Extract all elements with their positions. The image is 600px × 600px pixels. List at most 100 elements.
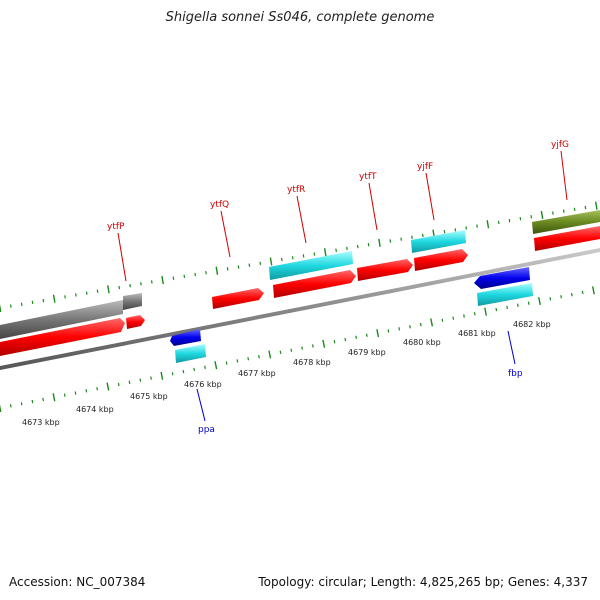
tick-mark — [367, 242, 370, 247]
tick-mark — [205, 270, 207, 275]
tick-mark — [312, 344, 314, 348]
label-leader-ytfR — [296, 195, 307, 244]
gene-red-yjfG — [534, 226, 600, 251]
tick-mark — [160, 371, 164, 380]
tick-mark — [508, 218, 511, 223]
tick-mark — [52, 294, 56, 303]
tick-mark — [85, 389, 88, 393]
tick-mark — [421, 233, 424, 238]
tick-mark — [236, 359, 239, 363]
tick-mark — [346, 246, 348, 251]
gene-label-yjfF: yjfF — [417, 162, 433, 172]
tick-mark — [10, 304, 12, 308]
tick-mark — [355, 335, 357, 340]
tick-mark — [140, 282, 142, 286]
tick-mark — [454, 228, 457, 232]
tick-mark — [333, 339, 336, 344]
tick-mark — [376, 329, 380, 338]
gene-olive-yjfG — [532, 210, 600, 234]
reverse-gene-labels — [196, 330, 516, 422]
tick-mark — [560, 295, 562, 299]
tick-mark — [259, 261, 262, 266]
tick-mark — [139, 378, 142, 382]
gene-label-ppa: ppa — [198, 425, 215, 435]
tick-mark — [365, 333, 368, 337]
tick-mark — [20, 302, 23, 307]
gene-red-ytfP — [126, 315, 145, 329]
gene-red-yjfF — [414, 249, 468, 271]
gene-features — [0, 210, 600, 363]
tick-mark — [506, 305, 508, 310]
tick-mark — [335, 248, 337, 253]
tick-mark — [411, 235, 413, 239]
tick-mark — [419, 322, 422, 327]
tick-mark — [172, 276, 175, 280]
gene-label-ytfT: ytfT — [359, 172, 377, 182]
tick-mark — [281, 257, 283, 262]
tick-mark — [313, 252, 316, 256]
tick-mark — [465, 226, 468, 230]
tick-mark — [225, 361, 228, 365]
gene-gray-left — [0, 300, 123, 339]
gene-red-ytfR — [273, 270, 356, 298]
tick-mark — [63, 393, 66, 397]
tick-mark — [0, 304, 2, 313]
inner-tick-track — [0, 286, 595, 413]
genome-stats-text: Topology: circular; Length: 4,825,265 bp… — [258, 575, 588, 589]
tick-mark — [226, 267, 229, 271]
tick-mark — [443, 229, 446, 234]
tick-mark — [302, 254, 305, 258]
tick-mark — [9, 404, 12, 408]
tick-mark — [64, 295, 66, 299]
tick-mark — [344, 337, 347, 342]
gene-cyan-ytfR — [269, 251, 353, 280]
scale-label: 4673 kbp — [22, 418, 60, 427]
tick-mark — [182, 369, 185, 374]
tick-mark — [161, 275, 164, 285]
tick-mark — [495, 307, 498, 312]
tick-mark — [215, 266, 219, 275]
gene-label-ytfP: ytfP — [107, 222, 125, 232]
tick-mark — [527, 301, 530, 305]
tick-mark — [562, 209, 565, 213]
label-leader-ytfQ — [220, 210, 231, 258]
tick-mark — [258, 354, 260, 359]
scale-label: 4678 kbp — [293, 358, 331, 367]
label-leader-yjfF — [425, 172, 435, 221]
tick-mark — [484, 307, 487, 316]
tick-mark — [117, 382, 120, 387]
tick-mark — [194, 272, 196, 277]
tick-mark — [322, 339, 326, 348]
tick-mark — [96, 387, 98, 391]
tick-mark — [129, 283, 131, 288]
tick-mark — [430, 318, 434, 327]
label-leader-yjfG — [560, 150, 568, 201]
tick-mark — [96, 289, 99, 293]
tick-mark — [290, 348, 293, 352]
gene-red-left — [0, 318, 125, 356]
gene-red-ytfQ — [212, 288, 264, 309]
accession-text: Accession: NC_007384 — [9, 575, 146, 589]
tick-mark — [214, 361, 218, 370]
tick-mark — [291, 256, 294, 260]
outer-tick-track — [0, 201, 598, 313]
tick-mark — [463, 314, 465, 318]
tick-mark — [517, 303, 519, 308]
scale-label: 4676 kbp — [184, 380, 222, 389]
tick-mark — [323, 248, 327, 257]
tick-mark — [400, 237, 402, 241]
tick-mark — [409, 324, 411, 329]
gene-label-yjfG: yjfG — [551, 140, 569, 150]
gene-red-ytfT — [357, 259, 413, 281]
gene-cyan-yjfF — [411, 230, 466, 253]
tick-mark — [42, 298, 45, 303]
tick-mark — [452, 316, 455, 320]
tick-mark — [387, 329, 390, 333]
gene-gray-small — [123, 293, 142, 310]
scale-label: 4682 kbp — [513, 320, 551, 329]
tick-mark — [118, 285, 121, 290]
tick-mark — [473, 312, 476, 316]
tick-mark — [301, 346, 303, 350]
tick-mark — [42, 397, 45, 402]
